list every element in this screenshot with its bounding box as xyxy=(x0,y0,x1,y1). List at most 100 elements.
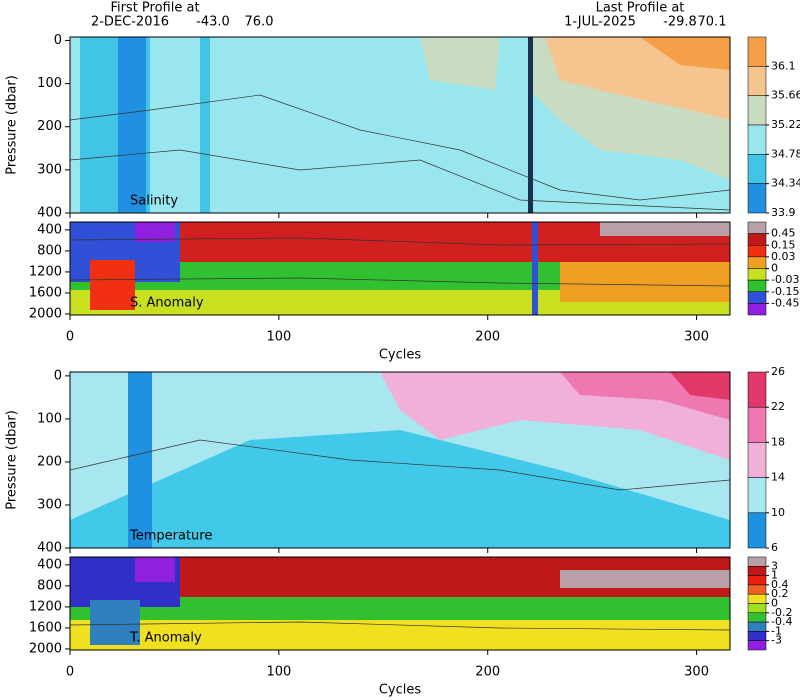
colorbar-band xyxy=(747,66,767,96)
colorbar-label: 26 xyxy=(771,365,785,378)
y-tick-label: 100 xyxy=(37,411,62,426)
colorbar-label: -0.45 xyxy=(771,296,799,309)
colorbar-label: 34.34 xyxy=(771,177,800,190)
y-axis-label: Pressure (dbar) xyxy=(5,75,20,175)
y-tick-label: 2000 xyxy=(29,306,62,321)
colorbar-band xyxy=(747,303,767,316)
colorbar-band xyxy=(747,512,767,549)
colorbar-band xyxy=(747,124,767,155)
colorbar-band xyxy=(747,95,767,126)
y-tick-label: 2000 xyxy=(29,641,62,656)
colorbar-label: 35.22 xyxy=(771,118,800,131)
x-tick-label: 300 xyxy=(684,330,709,345)
colorbar-label: -0.03 xyxy=(771,273,799,286)
colorbar-band xyxy=(747,183,767,214)
colorbar-label: 18 xyxy=(771,435,785,448)
y-tick-label: 200 xyxy=(37,119,62,134)
colorbar-label: 0.03 xyxy=(771,250,796,263)
colorbar-label: 36.1 xyxy=(771,59,796,72)
last-lon: 70.1 xyxy=(698,15,727,30)
x-tick-label: 0 xyxy=(66,330,74,345)
colorbar-label: 1 xyxy=(771,569,778,582)
colorbar-label: 0.45 xyxy=(771,227,796,240)
y-tick-label: 300 xyxy=(37,497,62,512)
y-tick-label: 300 xyxy=(37,162,62,177)
first-date: 2-DEC-2016 xyxy=(91,15,169,30)
x-tick-label: 200 xyxy=(475,330,500,345)
colorbar-band xyxy=(747,256,767,269)
panel-label: T. Anomaly xyxy=(129,631,202,646)
colorbar-band xyxy=(747,477,767,514)
x-tick-label: 200 xyxy=(475,665,500,680)
colorbar-band xyxy=(747,245,767,258)
y-tick-label: 400 xyxy=(37,206,62,221)
colorbar-band xyxy=(747,556,767,567)
y-tick-label: 400 xyxy=(37,222,62,237)
y-tick-label: 400 xyxy=(37,557,62,572)
plot-frame xyxy=(69,556,731,651)
colorbar-band xyxy=(747,291,767,304)
y-tick-label: 400 xyxy=(37,541,62,556)
colorbar-label: 33.9 xyxy=(771,206,796,219)
y-tick-label: 1600 xyxy=(29,285,62,300)
x-tick-label: 100 xyxy=(266,330,291,345)
y-tick-label: 800 xyxy=(37,578,62,593)
first-label: First Profile at xyxy=(110,1,199,16)
x-axis-label: Cycles xyxy=(379,683,422,698)
y-tick-label: 800 xyxy=(37,243,62,258)
colorbar-band xyxy=(747,268,767,281)
colorbar-label: -0.15 xyxy=(771,285,799,298)
colorbar-band xyxy=(747,279,767,292)
colorbar-band xyxy=(747,154,767,184)
panel-label: Salinity xyxy=(130,194,178,209)
colorbar-label: 22 xyxy=(771,400,785,413)
colorbar-band xyxy=(747,36,767,67)
colorbar-band xyxy=(747,603,767,614)
colorbar-label: 34.78 xyxy=(771,147,800,160)
colorbar-label: -3 xyxy=(771,634,782,647)
panel-label: S. Anomaly xyxy=(130,296,204,311)
temperature-field xyxy=(70,372,730,548)
first-lon: 76.0 xyxy=(245,15,274,30)
t-anomaly-field xyxy=(70,557,730,650)
last-label: Last Profile at xyxy=(596,1,685,16)
y-tick-label: 100 xyxy=(37,76,62,91)
x-tick-label: 300 xyxy=(684,665,709,680)
colorbar-band xyxy=(747,371,767,408)
colorbar-label: 6 xyxy=(771,541,778,554)
plot-frame xyxy=(69,371,731,549)
y-tick-label: 1600 xyxy=(29,620,62,635)
x-tick-label: 0 xyxy=(66,665,74,680)
y-tick-label: 0 xyxy=(54,33,62,48)
colorbar-label: 0.15 xyxy=(771,238,796,251)
colorbar-label: -0.4 xyxy=(771,615,792,628)
y-tick-label: 0 xyxy=(54,368,62,383)
colorbar-label: 14 xyxy=(771,471,785,484)
x-tick-label: 100 xyxy=(266,665,291,680)
y-tick-label: 1200 xyxy=(29,599,62,614)
colorbar-label: 0.2 xyxy=(771,587,789,600)
colorbar-band xyxy=(747,575,767,586)
colorbar-band xyxy=(747,593,767,604)
colorbar-label: 0.4 xyxy=(771,578,789,591)
colorbar-band xyxy=(747,406,767,443)
colorbar-label: -0.2 xyxy=(771,606,792,619)
colorbar-band xyxy=(747,640,767,651)
colorbar-band xyxy=(747,612,767,623)
y-axis-label: Pressure (dbar) xyxy=(5,410,20,510)
salinity-field xyxy=(70,37,730,213)
y-tick-label: 200 xyxy=(37,454,62,469)
plot-frame xyxy=(69,36,731,214)
y-tick-label: 1200 xyxy=(29,264,62,279)
last-lat: -29.8 xyxy=(663,15,697,30)
colorbar-label: 10 xyxy=(771,506,785,519)
colorbar-band xyxy=(747,566,767,576)
colorbar-band xyxy=(747,584,767,595)
colorbar-label: 3 xyxy=(771,559,778,572)
colorbar-label: -1 xyxy=(771,624,782,637)
colorbar-label: 0 xyxy=(771,262,778,275)
colorbar-band xyxy=(747,442,767,478)
plot-frame xyxy=(69,221,731,316)
panel-label: Temperature xyxy=(129,529,212,544)
